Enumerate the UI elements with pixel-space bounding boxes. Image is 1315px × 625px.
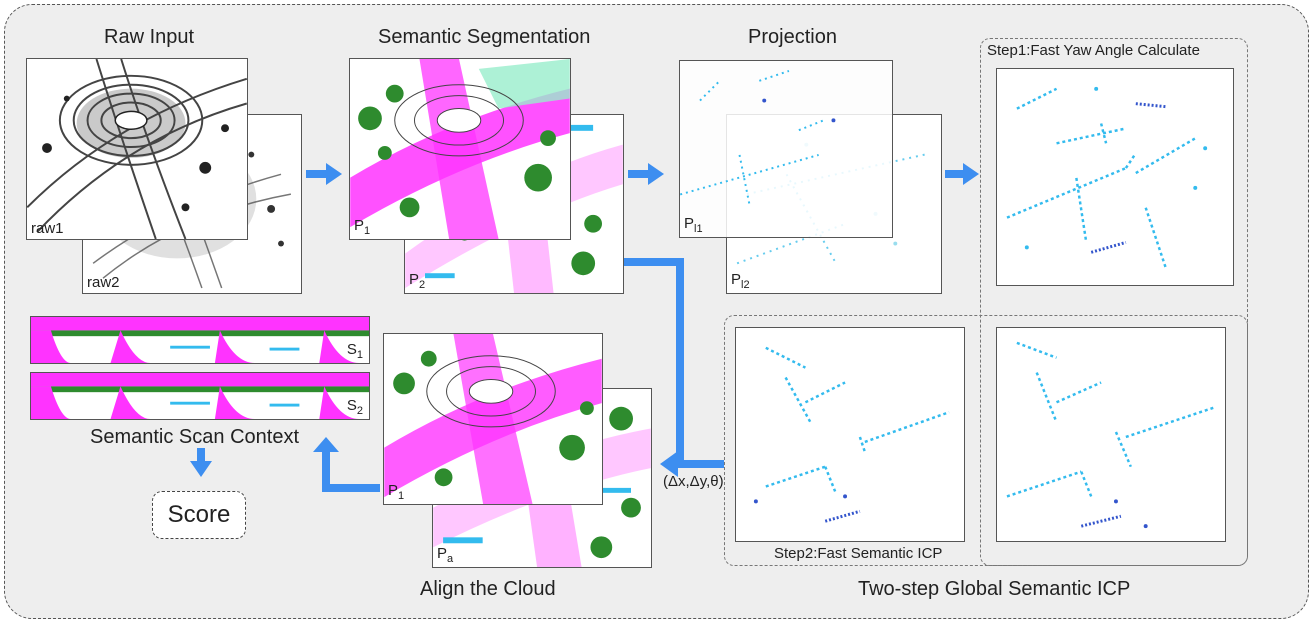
align-p1-label: P1 bbox=[388, 482, 405, 502]
step2-label: Step2:Fast Semantic ICP bbox=[774, 545, 943, 562]
s2-label: S2 bbox=[346, 397, 363, 417]
pl1-panel: Pl1 bbox=[679, 60, 893, 238]
p1-label: P1 bbox=[354, 217, 371, 237]
step2-source-points bbox=[753, 346, 950, 523]
semantic-scan-context-title: Semantic Scan Context bbox=[90, 426, 299, 448]
step2-aligned-panel bbox=[996, 327, 1226, 542]
p2-label: P2 bbox=[409, 271, 426, 291]
s1-label: S1 bbox=[346, 341, 363, 361]
pl1-label: Pl1 bbox=[684, 215, 703, 235]
align-p1-panel: P1 bbox=[383, 333, 603, 505]
s1-strip-image bbox=[31, 317, 369, 363]
step1-projected-points bbox=[1006, 86, 1208, 268]
raw1-label: raw1 bbox=[31, 220, 64, 237]
s2-strip-image bbox=[31, 373, 369, 419]
p1-panel: P1 bbox=[349, 58, 571, 240]
raw1-panel: raw1 bbox=[26, 58, 248, 240]
raw1-pointcloud bbox=[27, 59, 247, 239]
score-box: Score bbox=[152, 491, 246, 539]
pa-label: Pa bbox=[437, 545, 454, 565]
scan-context-s2: S2 bbox=[30, 372, 370, 420]
projection-title: Projection bbox=[748, 26, 837, 48]
pl1-projected-points bbox=[680, 69, 836, 205]
step2-group-box bbox=[724, 315, 1248, 566]
semantic-segmentation-title: Semantic Segmentation bbox=[378, 26, 591, 48]
raw-input-title: Raw Input bbox=[104, 26, 195, 48]
raw2-label: raw2 bbox=[87, 274, 120, 291]
step1-label: Step1:Fast Yaw Angle Calculate bbox=[987, 42, 1200, 59]
two-step-icp-title: Two-step Global Semantic ICP bbox=[858, 578, 1131, 600]
align-cloud-title: Align the Cloud bbox=[420, 578, 556, 600]
step2-source-panel bbox=[735, 327, 965, 542]
p1-segmented-cloud bbox=[350, 59, 570, 239]
scan-context-s1: S1 bbox=[30, 316, 370, 364]
step2-aligned-points bbox=[1006, 341, 1216, 529]
pl2-label: Pl2 bbox=[731, 271, 750, 291]
step1-yaw-panel bbox=[996, 68, 1234, 286]
align-p1-segmented-cloud bbox=[384, 334, 602, 504]
transform-label: (Δx,Δy,θ) bbox=[663, 473, 724, 490]
